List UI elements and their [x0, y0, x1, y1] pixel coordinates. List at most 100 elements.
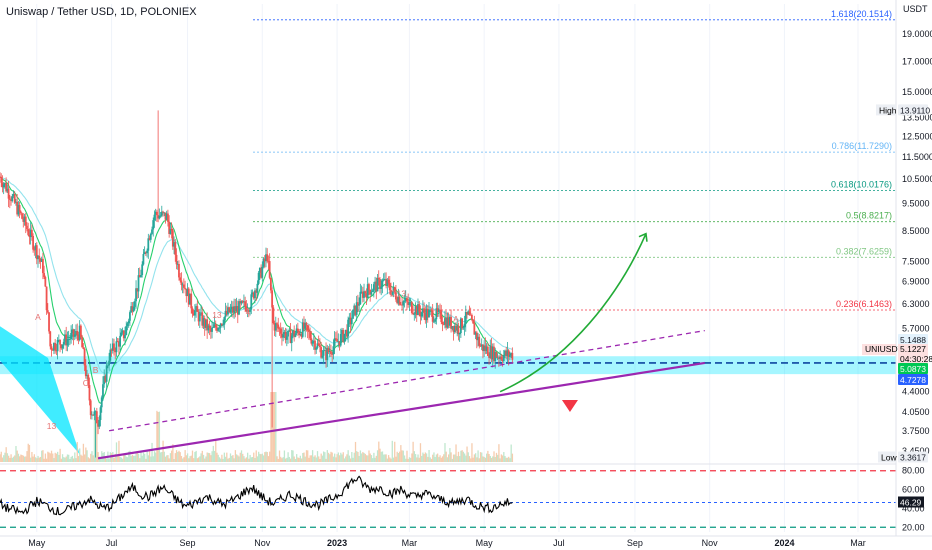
volume-bar: [414, 454, 417, 462]
candle-body: [86, 374, 88, 377]
volume-bar: [302, 452, 304, 462]
candle-body: [224, 310, 227, 318]
candle-body: [396, 299, 399, 304]
volume-bar: [349, 458, 352, 462]
candle-body: [267, 260, 270, 262]
volume-bar: [505, 457, 507, 462]
green-price-tag: 5.0873: [900, 364, 926, 374]
volume-bar: [167, 455, 169, 462]
candle-body: [19, 211, 22, 214]
candle-body: [315, 347, 318, 350]
volume-bar: [308, 457, 310, 462]
time-tick: Nov: [254, 538, 271, 548]
volume-bar: [489, 455, 491, 462]
candle-body: [113, 343, 115, 351]
candle-body: [120, 332, 123, 336]
candle-body: [328, 351, 331, 353]
candle-body: [26, 225, 28, 230]
candle-body: [227, 307, 229, 315]
candle-body: [214, 324, 217, 328]
volume-bar: [175, 450, 178, 462]
wave-label: 13: [212, 310, 222, 320]
volume-bar: [128, 451, 130, 462]
time-tick: 2023: [327, 538, 347, 548]
trendline-solid: [97, 361, 705, 460]
candle-body: [360, 291, 363, 293]
candle-body: [209, 328, 212, 332]
volume-bar: [471, 443, 473, 462]
candle-body: [408, 302, 411, 305]
candle-body: [158, 215, 161, 219]
candle-body: [386, 279, 389, 287]
candle-body: [300, 334, 303, 337]
candle-body: [374, 281, 376, 285]
candle-body: [381, 280, 384, 287]
candle-body: [196, 306, 199, 312]
candle-body: [456, 325, 459, 331]
candle-body: [314, 340, 316, 350]
candle-body: [190, 293, 193, 309]
volume-bar: [63, 457, 65, 462]
candle-body: [420, 312, 423, 317]
volume-bar: [245, 457, 248, 462]
volume-bar: [120, 457, 123, 462]
volume-bar: [19, 456, 21, 462]
candle-body: [64, 334, 66, 342]
volume-bar: [98, 456, 100, 462]
volume-bar: [253, 452, 255, 462]
candle-body: [500, 356, 503, 360]
volume-bar: [413, 451, 415, 462]
volume-bar: [258, 451, 260, 462]
volume-bar: [162, 440, 164, 462]
candle-body: [16, 201, 19, 215]
volume-bars-layer: [0, 392, 514, 462]
candle-body: [148, 238, 151, 240]
volume-bar: [405, 458, 407, 462]
candle-body: [17, 205, 20, 215]
volume-bar: [169, 453, 172, 462]
candle-body: [252, 292, 255, 299]
candle-body: [55, 350, 58, 352]
volume-bar: [503, 452, 505, 462]
candle-body: [272, 307, 275, 324]
candle-body: [127, 320, 130, 324]
candle-body: [494, 351, 497, 361]
candle-body: [35, 245, 38, 260]
fib-level-label: 0.786(11.7290): [832, 141, 892, 151]
candle-body: [466, 311, 468, 315]
candle-body: [130, 306, 133, 313]
volume-bar: [400, 445, 402, 462]
candle-body: [23, 216, 26, 222]
volume-bar: [238, 456, 240, 462]
candle-body: [72, 329, 75, 337]
candle-body: [162, 211, 164, 213]
volume-bar: [240, 450, 243, 462]
candle-body: [399, 304, 402, 306]
volume-bar: [316, 451, 319, 462]
candle-body: [358, 304, 361, 306]
candle-body: [256, 283, 259, 293]
candle-body: [392, 287, 395, 292]
candle-body: [59, 339, 61, 345]
candle-body: [32, 235, 34, 250]
candle-body: [142, 254, 145, 265]
candle-body: [40, 258, 43, 262]
volume-bar: [255, 450, 257, 462]
candle-body: [81, 337, 84, 348]
volume-bar: [3, 455, 5, 462]
candle-body: [70, 332, 72, 340]
volume-bar: [452, 454, 455, 462]
candle-body: [265, 254, 267, 262]
candle-body: [464, 311, 467, 324]
candle-body: [395, 292, 397, 300]
candle-body: [312, 340, 315, 342]
volume-bar: [221, 454, 223, 462]
volume-bar: [387, 455, 390, 462]
candle-body: [241, 301, 244, 303]
candle-body: [244, 301, 247, 307]
candle-body: [245, 306, 248, 312]
projection-arrow: [499, 233, 647, 393]
volume-bar: [119, 456, 121, 462]
candle-body: [143, 252, 146, 255]
